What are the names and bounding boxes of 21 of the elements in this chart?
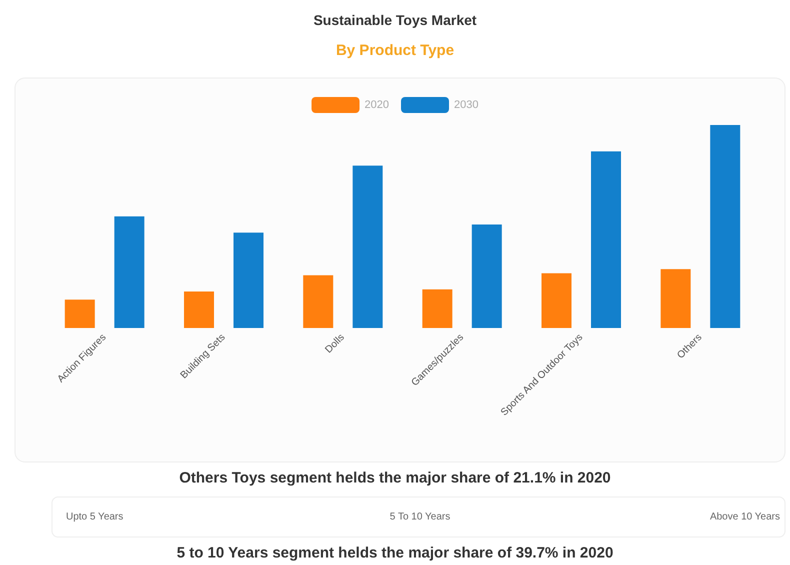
bar [114, 216, 144, 328]
legend-label: 2030 [454, 99, 478, 111]
bar [710, 125, 740, 328]
text: Upto 5 Years [66, 512, 124, 522]
chart-subtitle: By Product Type [336, 42, 454, 59]
text: Above 10 Years [710, 512, 780, 522]
text: 5 To 10 Years [390, 512, 450, 522]
bar [591, 151, 621, 328]
bar [184, 291, 214, 328]
bar [234, 232, 264, 328]
bar [422, 289, 452, 328]
bar [352, 166, 383, 328]
bar [64, 300, 95, 328]
bar [303, 275, 334, 328]
text: 5 to 10 Years segment helds the major share of 39.7% in 2020 [176, 544, 614, 562]
text: Others Toys segment helds the major share of 21.1% in 2020 [179, 470, 611, 486]
bar [660, 269, 691, 328]
bar [472, 224, 502, 328]
bar [542, 273, 572, 328]
chart-title: Sustainable Toys Market [313, 12, 477, 28]
legend-label: 2020 [364, 99, 390, 111]
